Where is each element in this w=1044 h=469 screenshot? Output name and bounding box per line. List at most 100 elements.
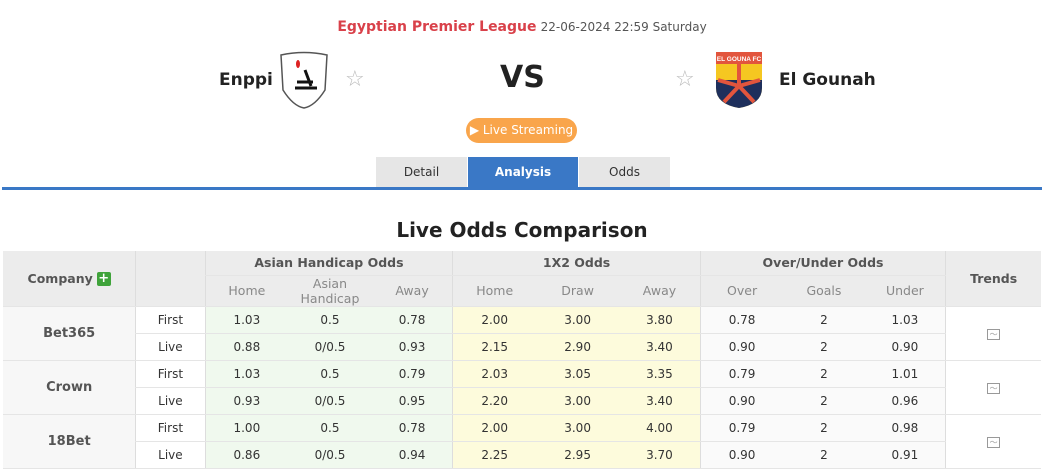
odds-cell: 2 bbox=[783, 387, 865, 415]
live-streaming-label: Live Streaming bbox=[482, 123, 574, 137]
ou-group-header: Over/Under Odds bbox=[699, 251, 946, 276]
odds-cell: 4.00 bbox=[619, 414, 701, 442]
away-team-logo[interactable]: EL GOUNA FC bbox=[714, 50, 764, 110]
subheader: Draw bbox=[536, 275, 620, 307]
table-row: Live 0.88 0/0.5 0.93 2.15 2.90 3.40 0.90 2 0.90 bbox=[3, 333, 1041, 361]
subheader: Asian Handicap bbox=[288, 275, 372, 307]
home-team-logo[interactable] bbox=[275, 50, 333, 110]
odds-cell: 1.03 bbox=[204, 306, 289, 334]
odds-cell: 2.00 bbox=[452, 306, 537, 334]
trends-header: Trends bbox=[945, 251, 1041, 307]
odds-cell: 2.00 bbox=[452, 414, 537, 442]
odds-cell: 0.79 bbox=[699, 360, 784, 388]
match-header: Egyptian Premier League 22-06-2024 22:59… bbox=[0, 19, 1044, 35]
tab-odds[interactable]: Odds bbox=[579, 157, 670, 187]
subheader: Home bbox=[452, 275, 537, 307]
tab-analysis[interactable]: Analysis bbox=[468, 157, 578, 187]
ah-group-header: Asian Handicap Odds bbox=[204, 251, 453, 276]
table-row: Bet365 First 1.03 0.5 0.78 2.00 3.00 3.80 0.78 2 1… bbox=[3, 306, 1041, 361]
add-company-icon[interactable]: + bbox=[96, 271, 111, 286]
odds-type: First bbox=[135, 360, 206, 388]
tab-bar: Detail Analysis Odds bbox=[376, 157, 671, 187]
away-favorite-star-icon[interactable]: ☆ bbox=[675, 67, 695, 92]
odds-cell: 2.25 bbox=[452, 441, 537, 469]
company-label: Company bbox=[27, 270, 93, 286]
odds-cell: 0.95 bbox=[371, 387, 453, 415]
subheader: Over bbox=[699, 275, 784, 307]
subheader: Away bbox=[371, 275, 453, 307]
odds-cell: 0.94 bbox=[371, 441, 453, 469]
home-favorite-star-icon[interactable]: ☆ bbox=[345, 67, 365, 92]
table-row: 18Bet First 1.00 0.5 0.78 2.00 3.00 4.00 0.79 2 0.… bbox=[3, 414, 1041, 469]
odds-cell: 0/0.5 bbox=[288, 441, 372, 469]
odds-cell: 2 bbox=[783, 414, 865, 442]
odds-type: Live bbox=[135, 441, 206, 469]
section-title: Live Odds Comparison bbox=[396, 218, 648, 242]
odds-cell: 1.01 bbox=[864, 360, 946, 388]
odds-cell: 3.80 bbox=[619, 306, 701, 334]
odds-cell: 0.5 bbox=[288, 360, 372, 388]
odds-cell: 3.70 bbox=[619, 441, 701, 469]
trend-chart-icon[interactable]: 〜 bbox=[987, 437, 1001, 448]
odds-cell: 0.93 bbox=[371, 333, 453, 361]
trend-chart-icon[interactable]: 〜 bbox=[987, 329, 1001, 340]
odds-cell: 2.15 bbox=[452, 333, 537, 361]
odds-cell: 2 bbox=[783, 360, 865, 388]
odds-cell: 0.90 bbox=[699, 387, 784, 415]
table-row: Live 0.86 0/0.5 0.94 2.25 2.95 3.70 0.90 2 0.91 bbox=[3, 441, 1041, 469]
trend-chart-icon[interactable]: 〜 bbox=[987, 383, 1001, 394]
odds-cell: 0.79 bbox=[699, 414, 784, 442]
odds-type: Live bbox=[135, 387, 206, 415]
home-team-name[interactable]: Enppi bbox=[219, 70, 273, 90]
odds-cell: 0.86 bbox=[204, 441, 289, 469]
odds-cell: 2.03 bbox=[452, 360, 537, 388]
odds-cell: 0.78 bbox=[371, 414, 453, 442]
company-name[interactable]: 18Bet bbox=[3, 414, 136, 469]
odds-cell: 0.78 bbox=[371, 306, 453, 334]
company-name[interactable]: Crown bbox=[3, 360, 136, 415]
odds-type: Live bbox=[135, 333, 206, 361]
vs-label: VS bbox=[500, 60, 545, 95]
odds-cell: 0.98 bbox=[864, 414, 946, 442]
odds-cell: 0.78 bbox=[699, 306, 784, 334]
type-header bbox=[135, 251, 206, 307]
odds-cell: 0.93 bbox=[204, 387, 289, 415]
odds-cell: 0.96 bbox=[864, 387, 946, 415]
odds-cell: 2 bbox=[783, 333, 865, 361]
odds-cell: 3.05 bbox=[536, 360, 620, 388]
trends-cell: 〜 bbox=[945, 306, 1041, 361]
subheader: Goals bbox=[783, 275, 865, 307]
odds-type: First bbox=[135, 414, 206, 442]
odds-cell: 3.00 bbox=[536, 306, 620, 334]
play-icon: ▶ bbox=[469, 123, 480, 137]
league-name[interactable]: Egyptian Premier League bbox=[337, 19, 537, 35]
odds-cell: 0.79 bbox=[371, 360, 453, 388]
odds-type: First bbox=[135, 306, 206, 334]
odds-cell: 2.20 bbox=[452, 387, 537, 415]
odds-cell: 0/0.5 bbox=[288, 333, 372, 361]
odds-cell: 1.03 bbox=[204, 360, 289, 388]
odds-cell: 2 bbox=[783, 441, 865, 469]
company-header: Company + bbox=[3, 251, 136, 307]
live-streaming-button[interactable]: ▶ Live Streaming bbox=[466, 118, 577, 143]
away-team-name[interactable]: El Gounah bbox=[779, 70, 876, 90]
trends-cell: 〜 bbox=[945, 414, 1041, 469]
tab-underline bbox=[2, 187, 1042, 190]
odds-cell: 3.40 bbox=[619, 333, 701, 361]
odds-cell: 0/0.5 bbox=[288, 387, 372, 415]
odds-cell: 2.95 bbox=[536, 441, 620, 469]
odds-cell: 0.90 bbox=[864, 333, 946, 361]
odds-cell: 3.40 bbox=[619, 387, 701, 415]
subheader: Home bbox=[204, 275, 289, 307]
company-name[interactable]: Bet365 bbox=[3, 306, 136, 361]
odds-cell: 0.88 bbox=[204, 333, 289, 361]
trends-cell: 〜 bbox=[945, 360, 1041, 415]
odds-cell: 0.91 bbox=[864, 441, 946, 469]
odds-cell: 3.00 bbox=[536, 414, 620, 442]
odds-cell: 2 bbox=[783, 306, 865, 334]
odds-cell: 2.90 bbox=[536, 333, 620, 361]
odds-cell: 3.00 bbox=[536, 387, 620, 415]
odds-cell: 1.00 bbox=[204, 414, 289, 442]
odds-table: Company + Asian Handicap Odds 1X2 Odds Ov… bbox=[3, 251, 1041, 469]
tab-detail[interactable]: Detail bbox=[376, 157, 467, 187]
